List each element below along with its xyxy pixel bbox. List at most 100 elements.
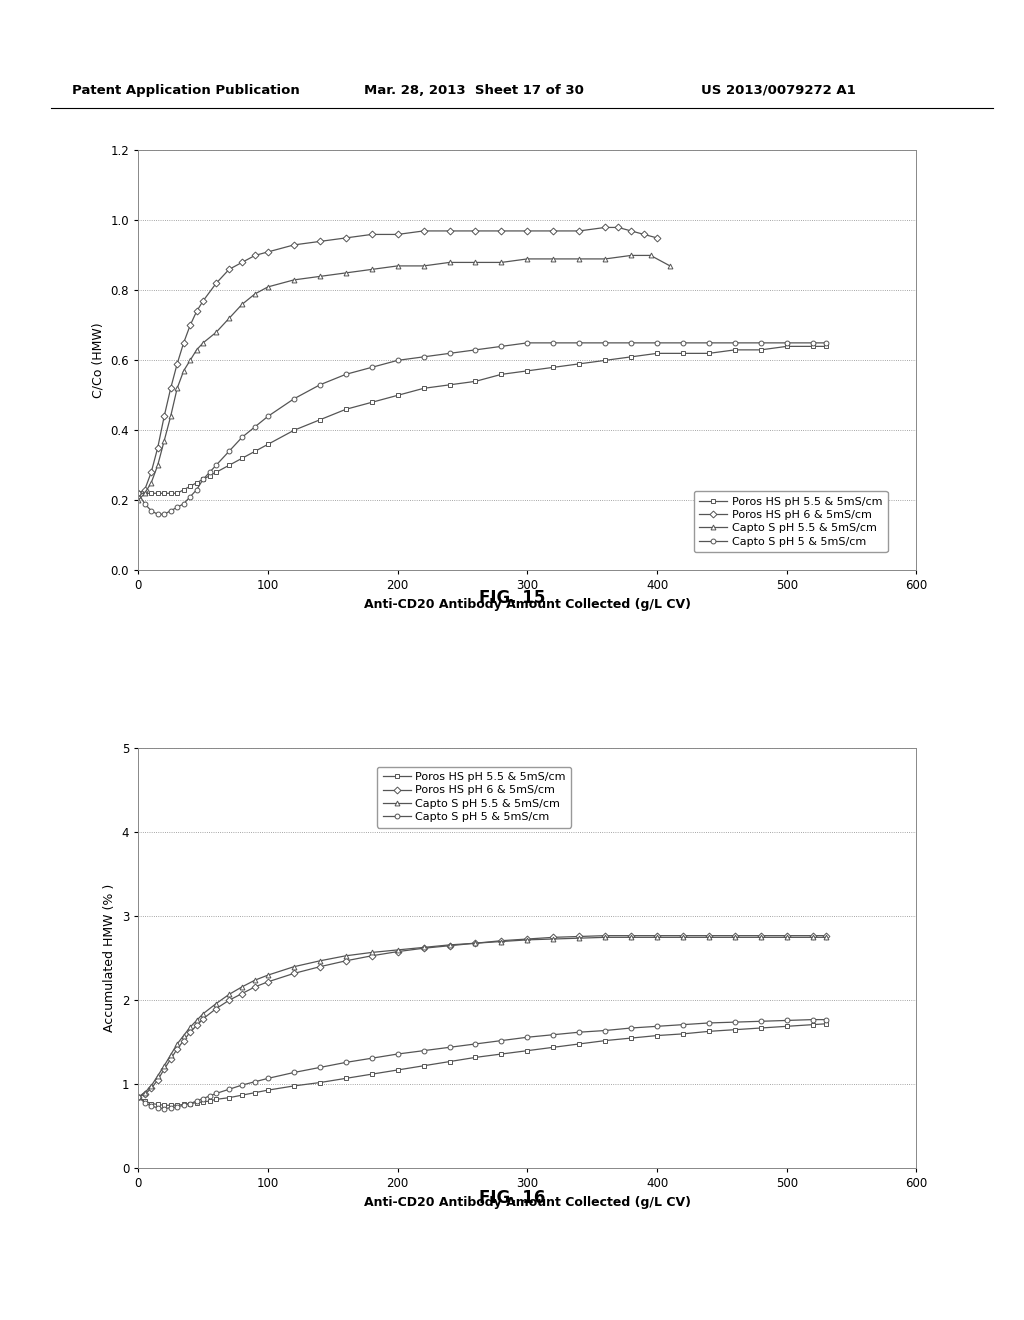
Capto S pH 5.5 & 5mS/cm — [197, 1006, 209, 1022]
Capto S pH 5 & 5mS/cm — [132, 1089, 144, 1105]
Capto S pH 5.5 & 5mS/cm — [171, 380, 183, 396]
Capto S pH 5.5 & 5mS/cm — [573, 251, 586, 267]
Capto S pH 5 & 5mS/cm — [223, 1081, 236, 1097]
Capto S pH 5 & 5mS/cm — [625, 335, 637, 351]
Poros HS pH 5.5 & 5mS/cm — [573, 356, 586, 372]
Poros HS pH 5.5 & 5mS/cm — [819, 1016, 831, 1032]
Poros HS pH 6 & 5mS/cm — [190, 1018, 203, 1034]
Poros HS pH 5.5 & 5mS/cm — [807, 1016, 819, 1032]
Poros HS pH 5.5 & 5mS/cm — [204, 467, 216, 483]
Capto S pH 5.5 & 5mS/cm — [171, 1036, 183, 1052]
Poros HS pH 6 & 5mS/cm — [496, 223, 508, 239]
Capto S pH 5.5 & 5mS/cm — [210, 325, 222, 341]
Capto S pH 5 & 5mS/cm — [288, 1064, 300, 1080]
Capto S pH 5 & 5mS/cm — [145, 1098, 158, 1114]
Poros HS pH 5.5 & 5mS/cm — [262, 1082, 274, 1098]
Capto S pH 5.5 & 5mS/cm — [664, 257, 676, 273]
Poros HS pH 6 & 5mS/cm — [313, 234, 326, 249]
Poros HS pH 5.5 & 5mS/cm — [145, 486, 158, 502]
Capto S pH 5 & 5mS/cm — [132, 486, 144, 502]
Poros HS pH 6 & 5mS/cm — [547, 223, 559, 239]
Poros HS pH 5.5 & 5mS/cm — [177, 1097, 189, 1113]
Line: Capto S pH 5 & 5mS/cm: Capto S pH 5 & 5mS/cm — [136, 341, 828, 516]
Poros HS pH 5.5 & 5mS/cm — [223, 458, 236, 474]
Poros HS pH 5.5 & 5mS/cm — [418, 1057, 430, 1073]
Capto S pH 5.5 & 5mS/cm — [177, 1028, 189, 1044]
Poros HS pH 5.5 & 5mS/cm — [547, 359, 559, 375]
Capto S pH 5.5 & 5mS/cm — [366, 261, 378, 277]
Capto S pH 5.5 & 5mS/cm — [418, 940, 430, 956]
Poros HS pH 5.5 & 5mS/cm — [165, 1097, 177, 1113]
Capto S pH 5.5 & 5mS/cm — [184, 1019, 197, 1035]
Poros HS pH 5.5 & 5mS/cm — [152, 1097, 164, 1113]
Capto S pH 5.5 & 5mS/cm — [819, 929, 831, 945]
Line: Poros HS pH 5.5 & 5mS/cm: Poros HS pH 5.5 & 5mS/cm — [136, 1022, 828, 1107]
Y-axis label: C/Co (HMW): C/Co (HMW) — [92, 322, 104, 399]
Capto S pH 5.5 & 5mS/cm — [223, 310, 236, 326]
Poros HS pH 5.5 & 5mS/cm — [190, 1094, 203, 1110]
Poros HS pH 5.5 & 5mS/cm — [165, 486, 177, 502]
Poros HS pH 6 & 5mS/cm — [729, 928, 741, 944]
Capto S pH 5.5 & 5mS/cm — [340, 948, 352, 964]
Capto S pH 5.5 & 5mS/cm — [625, 248, 637, 264]
Capto S pH 5.5 & 5mS/cm — [807, 929, 819, 945]
Poros HS pH 5.5 & 5mS/cm — [171, 486, 183, 502]
Poros HS pH 5.5 & 5mS/cm — [366, 395, 378, 411]
Capto S pH 5 & 5mS/cm — [677, 1016, 689, 1032]
Poros HS pH 6 & 5mS/cm — [177, 335, 189, 351]
Poros HS pH 5.5 & 5mS/cm — [780, 1019, 793, 1035]
Poros HS pH 5.5 & 5mS/cm — [313, 1074, 326, 1090]
Poros HS pH 5.5 & 5mS/cm — [138, 486, 151, 502]
Poros HS pH 6 & 5mS/cm — [612, 219, 625, 235]
Capto S pH 5.5 & 5mS/cm — [249, 973, 261, 989]
Poros HS pH 6 & 5mS/cm — [625, 223, 637, 239]
Capto S pH 5 & 5mS/cm — [184, 488, 197, 504]
Capto S pH 5.5 & 5mS/cm — [469, 936, 481, 952]
Capto S pH 5 & 5mS/cm — [807, 1011, 819, 1027]
Capto S pH 5.5 & 5mS/cm — [496, 255, 508, 271]
Poros HS pH 6 & 5mS/cm — [521, 931, 534, 946]
Capto S pH 5.5 & 5mS/cm — [236, 297, 248, 313]
Capto S pH 5 & 5mS/cm — [443, 1039, 456, 1055]
Poros HS pH 6 & 5mS/cm — [599, 928, 611, 944]
Capto S pH 5 & 5mS/cm — [152, 507, 164, 523]
Capto S pH 5 & 5mS/cm — [729, 1014, 741, 1030]
Capto S pH 5 & 5mS/cm — [236, 429, 248, 445]
Capto S pH 5.5 & 5mS/cm — [210, 995, 222, 1011]
Poros HS pH 6 & 5mS/cm — [177, 1032, 189, 1048]
Capto S pH 5.5 & 5mS/cm — [418, 257, 430, 273]
Poros HS pH 5.5 & 5mS/cm — [184, 1096, 197, 1111]
Poros HS pH 5.5 & 5mS/cm — [625, 1030, 637, 1045]
Text: FIG. 15: FIG. 15 — [479, 589, 545, 607]
Poros HS pH 5.5 & 5mS/cm — [391, 388, 403, 404]
Capto S pH 5 & 5mS/cm — [547, 1027, 559, 1043]
Poros HS pH 6 & 5mS/cm — [145, 465, 158, 480]
Capto S pH 5 & 5mS/cm — [236, 1077, 248, 1093]
Poros HS pH 6 & 5mS/cm — [469, 936, 481, 952]
Poros HS pH 6 & 5mS/cm — [171, 356, 183, 372]
Capto S pH 5.5 & 5mS/cm — [313, 953, 326, 969]
Capto S pH 5 & 5mS/cm — [573, 1024, 586, 1040]
Poros HS pH 5.5 & 5mS/cm — [469, 1049, 481, 1065]
Capto S pH 5.5 & 5mS/cm — [236, 979, 248, 995]
Poros HS pH 6 & 5mS/cm — [236, 255, 248, 271]
Poros HS pH 5.5 & 5mS/cm — [780, 338, 793, 354]
Poros HS pH 6 & 5mS/cm — [819, 928, 831, 944]
Capto S pH 5 & 5mS/cm — [702, 335, 715, 351]
Poros HS pH 6 & 5mS/cm — [547, 929, 559, 945]
Poros HS pH 6 & 5mS/cm — [210, 276, 222, 292]
Capto S pH 5.5 & 5mS/cm — [340, 265, 352, 281]
Capto S pH 5.5 & 5mS/cm — [366, 945, 378, 961]
Poros HS pH 5.5 & 5mS/cm — [210, 465, 222, 480]
Capto S pH 5.5 & 5mS/cm — [677, 929, 689, 945]
Capto S pH 5 & 5mS/cm — [755, 1014, 767, 1030]
Capto S pH 5 & 5mS/cm — [443, 346, 456, 362]
Poros HS pH 6 & 5mS/cm — [638, 227, 650, 243]
Capto S pH 5.5 & 5mS/cm — [165, 1047, 177, 1063]
Poros HS pH 6 & 5mS/cm — [223, 993, 236, 1008]
Poros HS pH 6 & 5mS/cm — [366, 227, 378, 243]
Capto S pH 5.5 & 5mS/cm — [223, 986, 236, 1002]
Legend: Poros HS pH 5.5 & 5mS/cm, Poros HS pH 6 & 5mS/cm, Capto S pH 5.5 & 5mS/cm, Capto: Poros HS pH 5.5 & 5mS/cm, Poros HS pH 6 … — [693, 491, 888, 552]
Poros HS pH 5.5 & 5mS/cm — [171, 1097, 183, 1113]
Capto S pH 5 & 5mS/cm — [138, 496, 151, 512]
